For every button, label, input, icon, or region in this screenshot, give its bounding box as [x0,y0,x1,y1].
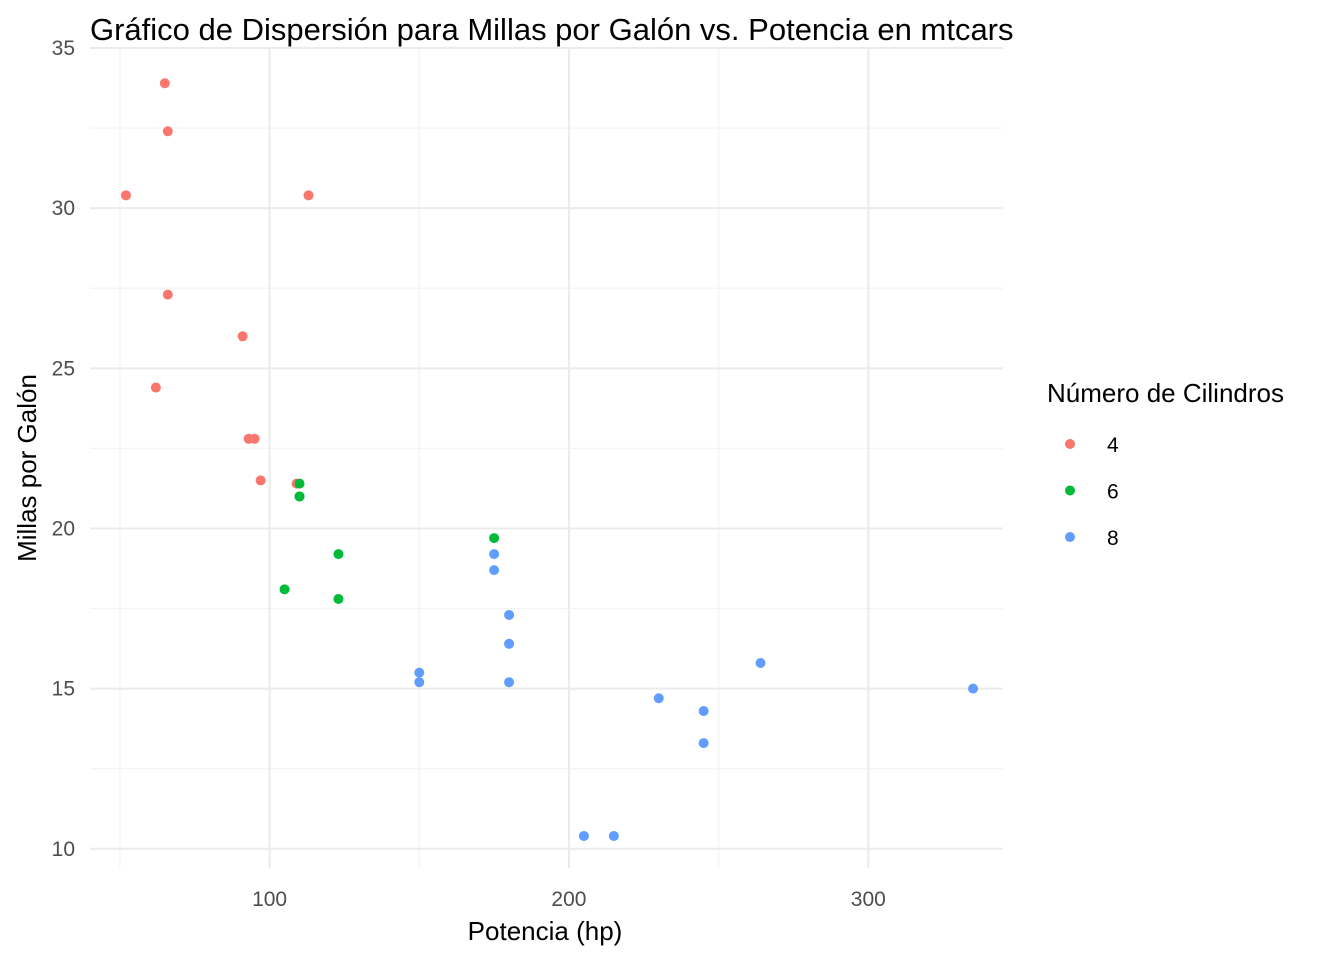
chart-title: Gráfico de Dispersión para Millas por Ga… [90,12,1014,47]
x-tick-label: 200 [551,888,586,911]
data-point [489,565,500,576]
data-point [504,638,515,649]
y-tick-label: 25 [52,357,75,380]
data-point [653,693,664,704]
data-point [333,549,344,560]
major-gridlines-y [90,47,1003,850]
data-point [162,126,173,137]
legend-label: 8 [1107,527,1119,550]
legend-label: 4 [1107,434,1119,457]
data-point [698,706,709,717]
y-tick-label: 15 [52,678,75,701]
minor-gridlines-y [90,127,1003,770]
legend-key [1065,532,1075,542]
data-point [968,683,979,694]
data-point [698,738,709,749]
data-point [333,593,344,604]
legend-label: 6 [1107,481,1119,504]
y-tick-label: 20 [52,517,75,540]
y-tick-label: 10 [52,838,75,861]
x-axis-title: Potencia (hp) [468,916,623,946]
y-axis-ticks: 10 15 20 25 30 35 [52,37,75,861]
x-axis-ticks: 100 200 300 [252,888,886,911]
minor-gridlines-x [119,48,720,868]
data-point [159,78,170,89]
data-point [150,382,161,393]
data-point [303,190,314,201]
data-point [237,331,248,342]
legend-items: 4 6 8 [1065,434,1119,550]
y-axis-title: Millas por Galón [12,374,42,562]
data-point [755,658,766,668]
data-point [294,491,305,502]
legend-key [1065,485,1075,496]
x-tick-label: 100 [252,888,287,911]
data-point [489,549,500,560]
data-point [489,533,500,544]
data-point [414,667,425,678]
data-point [120,190,131,201]
major-gridlines-x [268,48,870,868]
legend-title: Número de Cilindros [1047,378,1284,408]
data-point [578,830,589,841]
data-point [414,677,425,688]
data-point [162,289,173,300]
data-point [255,475,266,486]
y-tick-label: 30 [52,197,75,220]
x-tick-label: 300 [851,888,886,911]
legend-key [1065,439,1075,449]
data-point [504,609,515,620]
data-points [120,78,979,841]
data-point [608,830,619,841]
data-point [504,677,515,688]
data-point [294,478,305,489]
legend: Número de Cilindros 4 6 8 [1047,378,1284,550]
y-tick-label: 35 [52,37,75,60]
data-point [249,433,260,444]
data-point [279,584,290,595]
